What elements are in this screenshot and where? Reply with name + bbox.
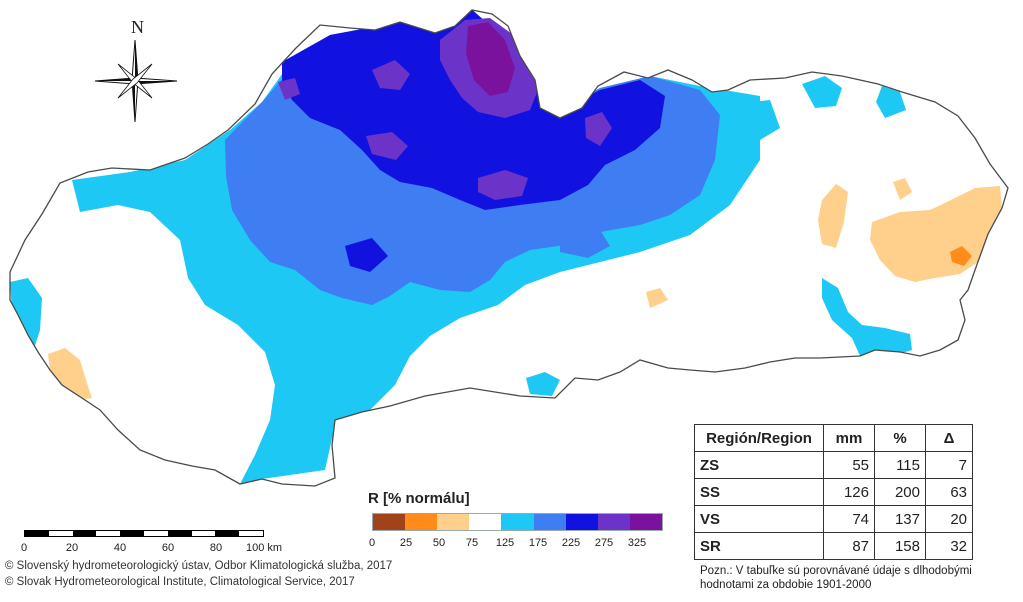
cell-mm: 55 [823,451,875,479]
legend-swatch [501,514,534,530]
cell-delta: 63 [925,478,973,506]
scale-label: 60 [161,542,175,554]
table-row: SR 87 158 32 [694,532,973,560]
legend-swatch [629,514,662,530]
scale-bar [24,530,264,537]
table-row: SS 126 200 63 [694,478,973,506]
header-mm: mm [823,424,875,452]
table-row: VS 74 137 20 [694,505,973,533]
table-row: ZS 55 115 7 [694,451,973,479]
compass-rose-icon [94,39,178,123]
scale-label: 0 [20,542,28,554]
legend-swatch [469,514,502,530]
legend-color-bar [372,513,663,531]
cell-mm: 87 [823,532,875,560]
scale-label: 100 km [245,542,283,554]
legend-title: R [% normálu] [368,490,470,507]
cell-delta: 7 [925,451,973,479]
region-stats-table: Región/Region mm % Δ ZS 55 115 7 SS 126 … [694,424,973,560]
scale-label: 80 [209,542,223,554]
cell-pct: 200 [874,478,926,506]
header-delta: Δ [925,424,973,452]
north-label: N [131,17,144,37]
legend-swatch [373,514,406,530]
credit-line-sk: © Slovenský hydrometeorologický ústav, O… [5,560,393,572]
header-pct: % [874,424,926,452]
table-header-row: Región/Region mm % Δ [694,424,973,452]
table-note: Pozn.: V tabuľke sú porovnávané údaje s … [700,564,972,592]
credit-line-en: © Slovak Hydrometeorological Institute, … [5,576,355,588]
legend-label: 175 [528,537,548,549]
cell-delta: 20 [925,505,973,533]
legend-label: 125 [495,537,515,549]
legend-label: 25 [399,537,413,549]
scale-label: 20 [65,542,79,554]
note-line: Pozn.: V tabuľke sú porovnávané údaje s … [700,565,972,577]
cell-region: VS [694,505,824,533]
legend-labels: 0 25 50 75 125 175 225 275 325 [368,537,672,551]
legend-swatch [405,514,438,530]
legend-label: 75 [465,537,479,549]
legend-label: 225 [561,537,581,549]
legend-label: 50 [432,537,446,549]
legend-swatch [437,514,470,530]
cell-mm: 74 [823,505,875,533]
cell-pct: 115 [874,451,926,479]
scale-label: 40 [113,542,127,554]
cell-delta: 32 [925,532,973,560]
legend-label: 275 [594,537,614,549]
legend-swatch [597,514,630,530]
scale-bar-labels: 0 20 40 60 80 100 km [20,542,314,556]
legend-label: 0 [368,537,376,549]
legend-swatch [565,514,598,530]
cell-region: SS [694,478,824,506]
cell-region: SR [694,532,824,560]
cell-region: ZS [694,451,824,479]
cell-pct: 158 [874,532,926,560]
legend-label: 325 [627,537,647,549]
cell-pct: 137 [874,505,926,533]
header-region: Región/Region [694,424,824,452]
legend-swatch [533,514,566,530]
cell-mm: 126 [823,478,875,506]
note-line: hodnotami za obdobie 1901-2000 [700,579,872,591]
